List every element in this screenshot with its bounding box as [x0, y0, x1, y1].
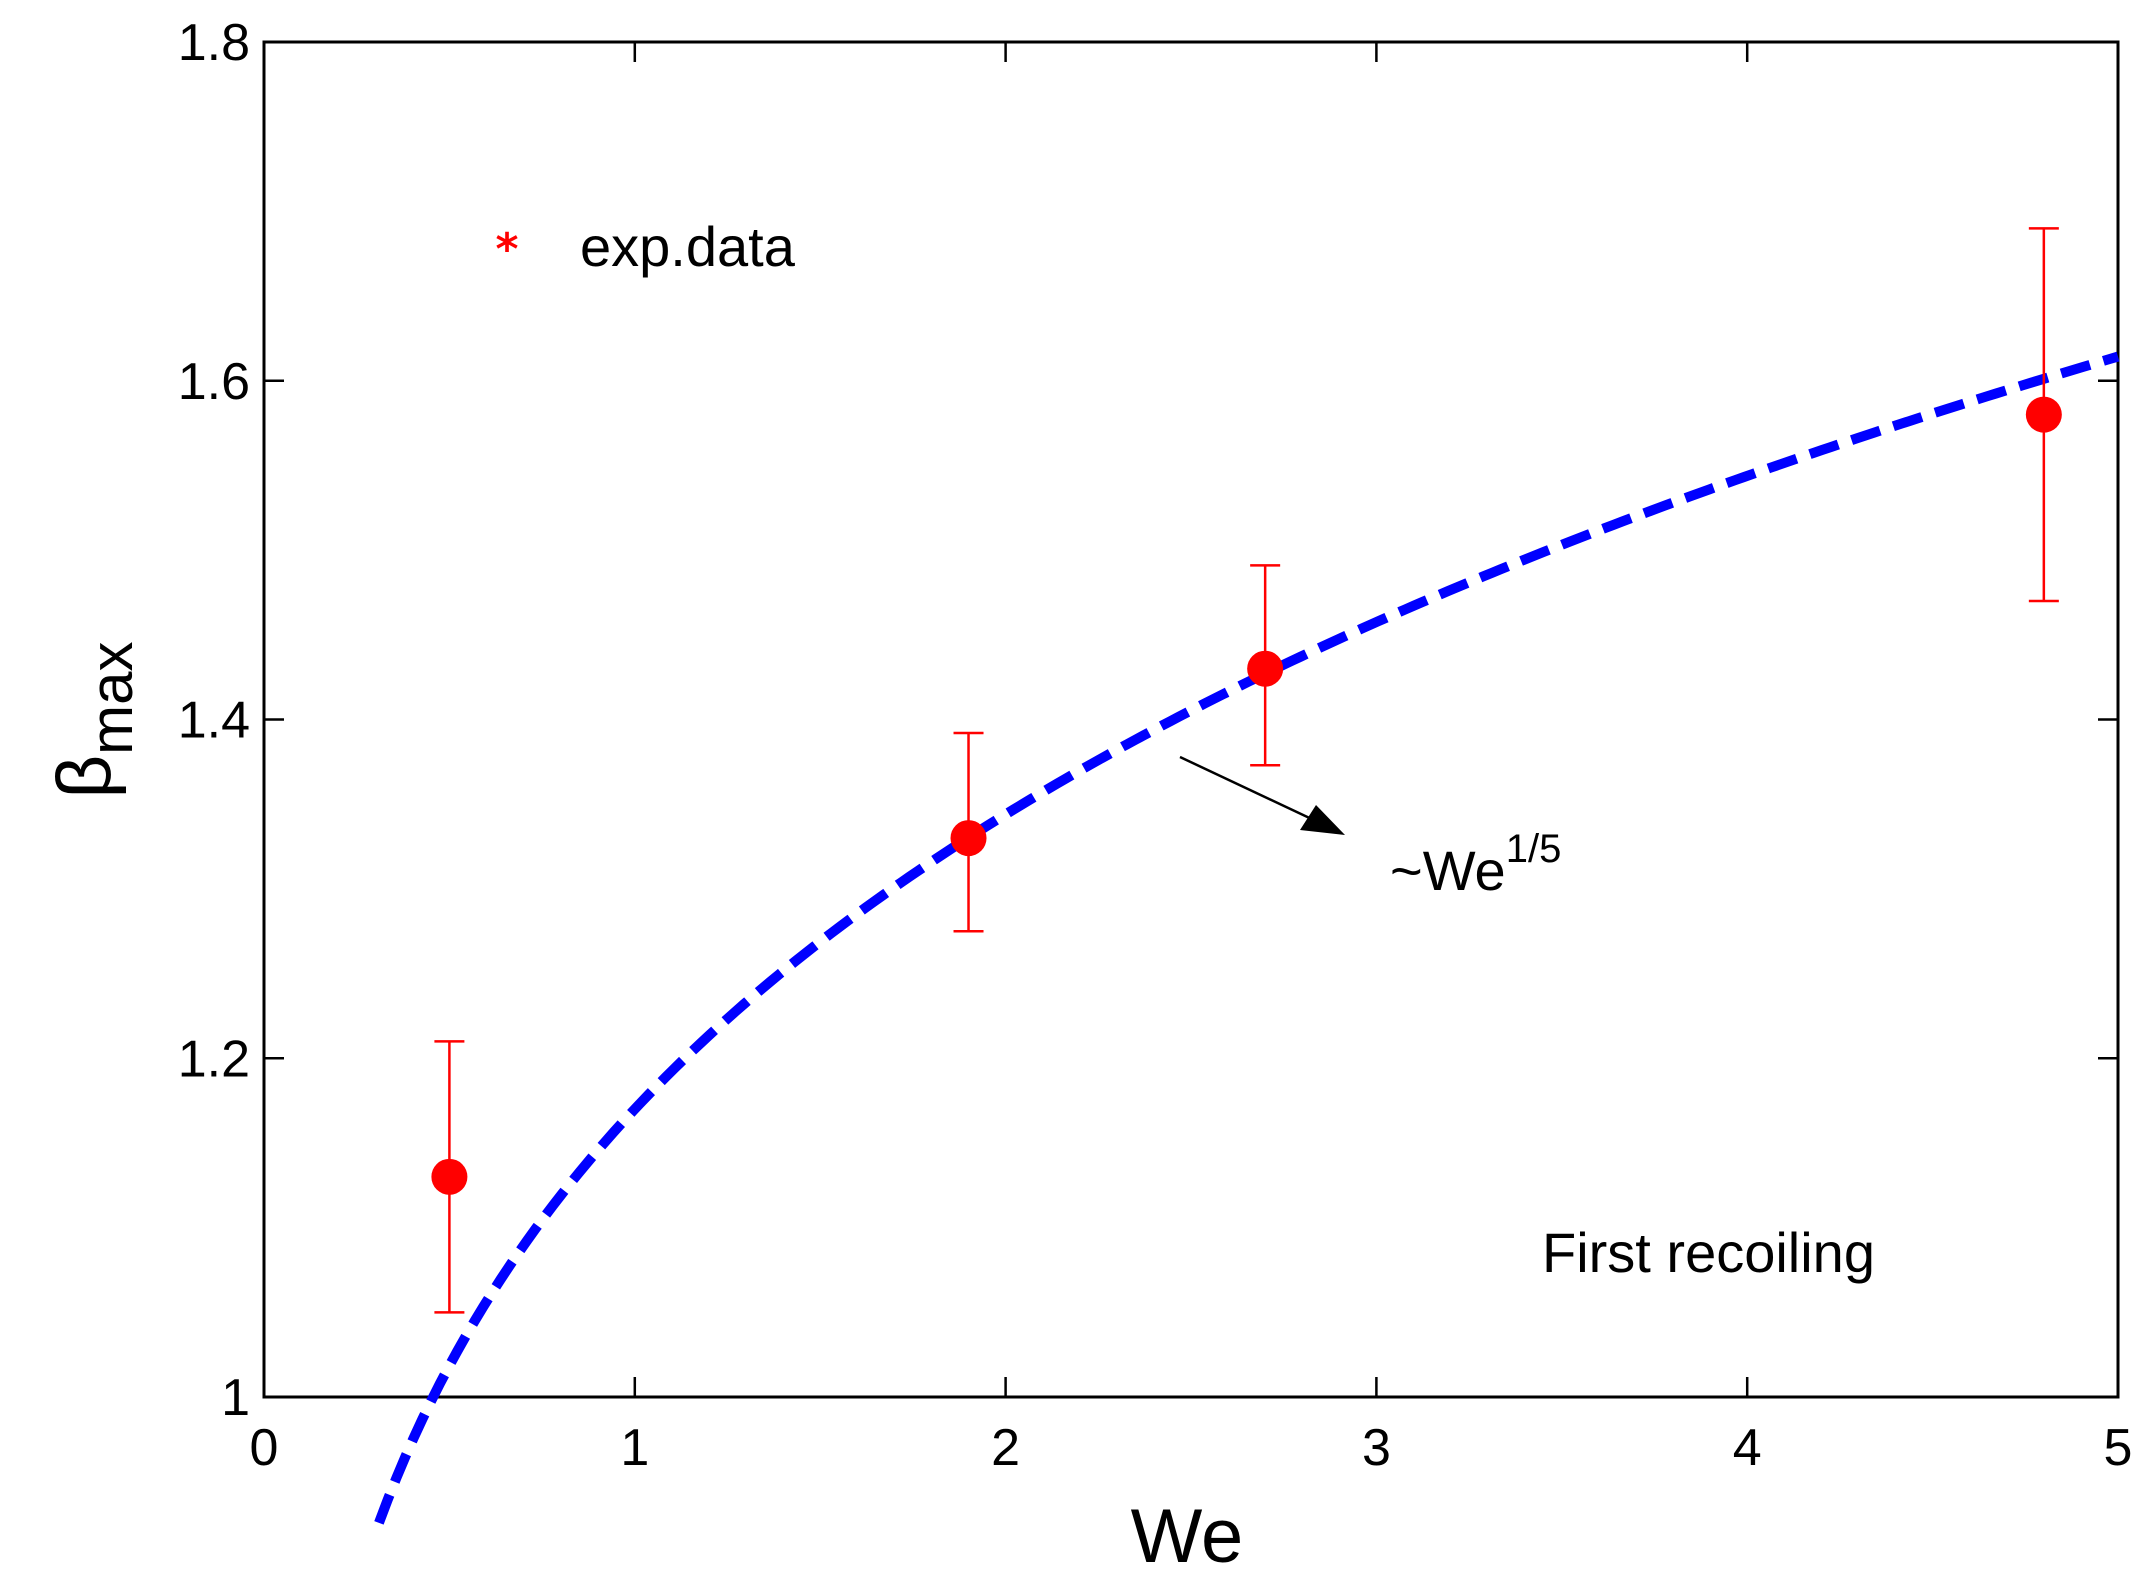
legend-marker: *	[495, 224, 518, 275]
annotation-arrow	[1179, 755, 1319, 824]
fit-label-exponent: 1/5	[1506, 827, 1562, 871]
fit-annotation: ~We1/5	[1179, 755, 1561, 902]
y-axis-title-subscript: max	[78, 641, 145, 754]
x-tick-label: 1	[620, 1419, 649, 1477]
x-tick-label: 5	[2104, 1419, 2133, 1477]
y-tick-label: 1.6	[178, 353, 250, 411]
y-tick-label: 1.4	[178, 692, 250, 750]
fit-label: ~We1/5	[1390, 827, 1561, 902]
y-tick-label: 1.8	[178, 14, 250, 72]
x-tick-label: 3	[1362, 1419, 1391, 1477]
x-axis-title: We	[1131, 1494, 1244, 1574]
data-marker	[1247, 650, 1284, 687]
data-point	[950, 731, 987, 933]
y-axis-ticks: 1 1.2 1.4 1.6 1.8	[178, 14, 2118, 1427]
fit-curve	[374, 351, 2120, 1525]
x-tick-label: 4	[1733, 1419, 1762, 1477]
fit-label-text: ~We	[1390, 839, 1506, 902]
data-marker	[431, 1158, 468, 1195]
x-tick-label: 2	[991, 1419, 1020, 1477]
legend-label: exp.data	[580, 215, 796, 278]
x-tick-label: 0	[250, 1419, 279, 1477]
data-point	[431, 1040, 468, 1314]
fit-curve-line	[374, 351, 2120, 1525]
data-marker	[2025, 396, 2062, 433]
x-axis-ticks: 0 1 2 3 4 5	[250, 42, 2133, 1477]
arrow-head-icon	[1300, 805, 1345, 835]
data-points	[431, 227, 2062, 1314]
data-point	[2025, 227, 2062, 603]
y-tick-label: 1.2	[178, 1030, 250, 1088]
y-tick-label: 1	[221, 1369, 250, 1427]
y-axis-title: βmax	[42, 641, 145, 798]
data-point	[1247, 564, 1284, 767]
condition-label: First recoiling	[1542, 1221, 1875, 1284]
legend: * exp.data	[495, 215, 795, 278]
data-marker	[950, 820, 987, 857]
y-axis-title-symbol: β	[42, 755, 127, 799]
